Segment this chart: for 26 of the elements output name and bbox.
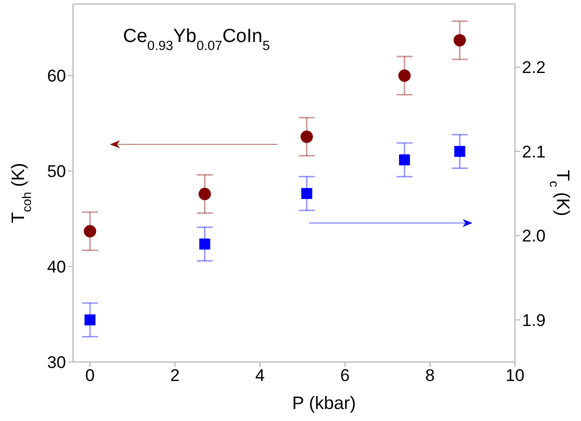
x-tick-label: 8 — [425, 366, 435, 386]
point — [84, 225, 96, 238]
y-tick-label: 60 — [47, 66, 66, 86]
point — [84, 314, 96, 326]
x-tick-label: 2 — [170, 366, 180, 386]
point — [398, 69, 411, 82]
y-tick-label: 40 — [47, 258, 66, 277]
point — [454, 146, 466, 157]
point — [301, 188, 312, 200]
point — [199, 238, 210, 250]
point — [300, 130, 313, 143]
point — [399, 154, 410, 166]
x-tick-label: 0 — [85, 366, 95, 386]
x-tick-label: 4 — [255, 366, 265, 386]
x-axis-title: P (kbar) — [292, 393, 356, 413]
x-tick-label: 6 — [340, 366, 350, 386]
y-tick-label: 50 — [47, 162, 66, 182]
y2-tick-label: 1.9 — [522, 310, 546, 330]
y-tick-label: 30 — [47, 353, 66, 372]
point — [454, 34, 466, 46]
text: Ce$_{0.93}$Yb$_{0.07}$CoIn$_{5}$ — [123, 26, 270, 52]
y2-tick-label: 2.0 — [522, 226, 546, 246]
y2-tick-label: 2.2 — [522, 58, 546, 78]
point — [198, 188, 211, 200]
x-tick-label: 10 — [506, 366, 524, 386]
y2-tick-label: 2.1 — [522, 142, 546, 162]
